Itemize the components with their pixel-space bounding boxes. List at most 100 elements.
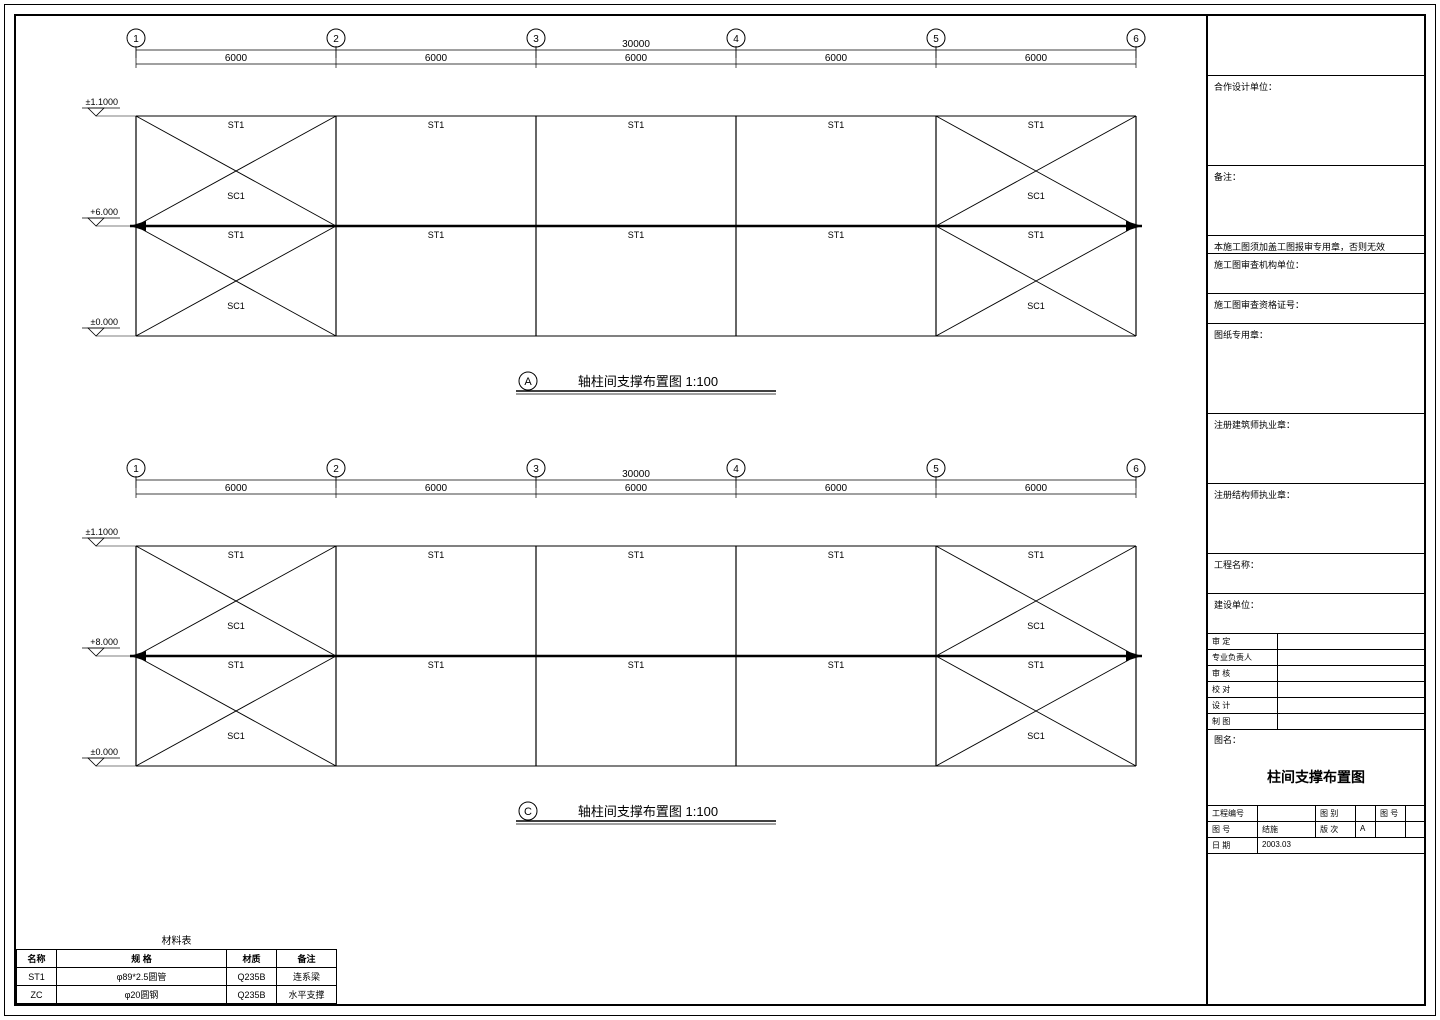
member-label-sc: SC1 [1027,621,1045,631]
footer-row: 工程编号图 别图 号 [1208,806,1424,822]
grid-axis-label: 3 [533,464,539,475]
material-col-header: 名称 [17,950,57,968]
signature-row: 审 核 [1208,666,1424,682]
bay-dim: 6000 [625,53,648,64]
member-label-st: ST1 [428,550,445,560]
bay-dim: 6000 [1025,53,1048,64]
footer-row: 日 期2003.03 [1208,838,1424,854]
titleblock-label: 本施工图须加盖工图报审专用章，否则无效 [1214,240,1418,253]
grid-axis-label: 2 [333,464,339,475]
total-dim: 30000 [622,39,650,50]
bay-dim: 6000 [625,483,648,494]
titleblock-label: 备注： [1214,170,1418,183]
grid-axis-label: 6 [1133,464,1139,475]
titleblock-section: 本施工图须加盖工图报审专用章，否则无效 [1208,236,1424,254]
member-label-st: ST1 [1028,230,1045,240]
titleblock-label: 施工图审查机构单位： [1214,258,1418,271]
material-row: ST1φ89*2.5圆管Q235B连系梁 [17,968,337,986]
member-label-st: ST1 [228,230,245,240]
drawing-area: 1 2 3 4 5 6 30000 6000 6000 6000 6000 6000 ST1 ST1 ST1… [16,16,1206,1004]
elevation-mark: ±0.000 [91,747,118,757]
material-col-header: 规 格 [57,950,227,968]
member-label-st: ST1 [428,120,445,130]
titleblock-section: 施工图审查资格证号： [1208,294,1424,324]
grid-axis-label: 4 [733,464,739,475]
signature-row: 审 定 [1208,634,1424,650]
grid-axis-label: 4 [733,34,739,45]
member-label-st: ST1 [428,230,445,240]
member-label-st: ST1 [828,660,845,670]
titleblock-label: 合作设计单位： [1214,80,1418,93]
caption-axis-id: A [524,376,532,388]
titleblock-label: 建设单位： [1214,598,1418,611]
elevation-mark: ±0.000 [91,317,118,327]
titleblock-section: 建设单位： [1208,594,1424,634]
member-label-st: ST1 [228,550,245,560]
elevation-mark: ±1.1000 [86,527,118,537]
material-table-title: 材料表 [16,932,337,949]
titleblock-label: 注册结构师执业章： [1214,488,1418,501]
bay-dim: 6000 [225,53,248,64]
title-block: 合作设计单位： 备注： 本施工图须加盖工图报审专用章，否则无效施工图审查机构单位： 施… [1206,16,1424,1004]
titleblock-section: 施工图审查机构单位： [1208,254,1424,294]
grid-axis-label: 1 [133,464,139,475]
signature-row: 制 图 [1208,714,1424,730]
member-label-sc: SC1 [227,731,245,741]
titleblock-label: 图纸专用章： [1214,328,1418,341]
bay-dim: 6000 [425,483,448,494]
signature-row: 专业负责人 [1208,650,1424,666]
bay-dim: 6000 [825,483,848,494]
member-label-st: ST1 [1028,660,1045,670]
footer-row: 图 号结施版 次A [1208,822,1424,838]
signature-row: 设 计 [1208,698,1424,714]
member-label-st: ST1 [828,550,845,560]
member-label-st: ST1 [828,230,845,240]
member-label-sc: SC1 [227,191,245,201]
titleblock-section: 合作设计单位： [1208,76,1424,166]
drawing-name-label: 图名： [1208,730,1424,749]
elevation-mark: +6.000 [90,207,118,217]
signature-row: 校 对 [1208,682,1424,698]
elevation-drawings: 1 2 3 4 5 6 30000 6000 6000 6000 6000 6000 ST1 ST1 ST1… [16,16,1206,956]
bay-dim: 6000 [825,53,848,64]
bay-dim: 6000 [1025,483,1048,494]
titleblock-label: 施工图审查资格证号： [1214,298,1418,311]
member-label-st: ST1 [1028,550,1045,560]
total-dim: 30000 [622,469,650,480]
drawing-name: 柱间支撑布置图 [1208,749,1424,805]
material-col-header: 材质 [227,950,277,968]
elevation-C: 1 2 3 4 5 6 30000 6000 6000 6000 6000 6000 ST1 ST1 ST1… [82,459,1145,824]
grid-axis-label: 6 [1133,34,1139,45]
material-row: ZCφ20圆钢Q235B水平支撑 [17,986,337,1004]
member-label-st: ST1 [628,120,645,130]
grid-axis-label: 5 [933,34,939,45]
grid-axis-label: 2 [333,34,339,45]
member-label-st: ST1 [628,230,645,240]
grid-axis-label: 3 [533,34,539,45]
elevation-caption: 轴柱间支撑布置图 1:100 [578,804,718,819]
bay-dim: 6000 [425,53,448,64]
member-label-st: ST1 [1028,120,1045,130]
member-label-sc: SC1 [1027,731,1045,741]
caption-axis-id: C [524,806,532,818]
titleblock-label: 注册建筑师执业章： [1214,418,1418,431]
titleblock-section: 注册建筑师执业章： [1208,414,1424,484]
material-col-header: 备注 [277,950,337,968]
member-label-st: ST1 [828,120,845,130]
titleblock-section: 注册结构师执业章： [1208,484,1424,554]
titleblock-section: 图纸专用章： [1208,324,1424,414]
member-label-st: ST1 [628,550,645,560]
member-label-sc: SC1 [1027,301,1045,311]
titleblock-section: 工程名称： [1208,554,1424,594]
member-label-sc: SC1 [227,621,245,631]
elevation-mark: ±1.1000 [86,97,118,107]
member-label-sc: SC1 [1027,191,1045,201]
titleblock-label: 工程名称： [1214,558,1418,571]
member-label-st: ST1 [428,660,445,670]
titleblock-section: 备注： [1208,166,1424,236]
material-table: 材料表 名称规 格材质备注 ST1φ89*2.5圆管Q235B连系梁ZCφ20圆… [16,932,337,1004]
member-label-st: ST1 [228,660,245,670]
member-label-sc: SC1 [227,301,245,311]
grid-axis-label: 5 [933,464,939,475]
bay-dim: 6000 [225,483,248,494]
